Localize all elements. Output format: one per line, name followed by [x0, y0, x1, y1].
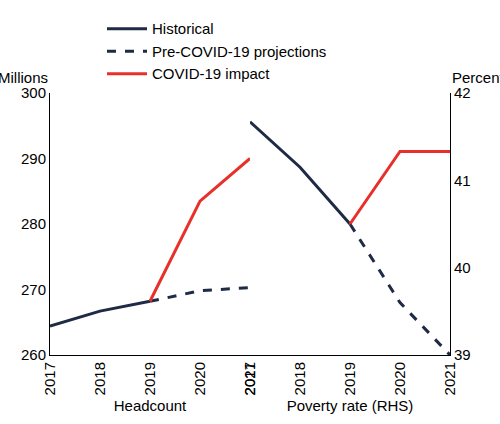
svg-text:2021: 2021 — [441, 362, 458, 395]
svg-text:270: 270 — [21, 281, 46, 298]
svg-text:39: 39 — [454, 346, 471, 363]
svg-text:280: 280 — [21, 215, 46, 232]
svg-text:Millions: Millions — [0, 69, 48, 86]
svg-text:300: 300 — [21, 84, 46, 101]
svg-text:Poverty rate (RHS): Poverty rate (RHS) — [287, 397, 414, 414]
svg-text:2018: 2018 — [291, 362, 308, 395]
svg-text:Percent: Percent — [452, 69, 500, 86]
svg-text:Pre-COVID-19 projections: Pre-COVID-19 projections — [152, 43, 326, 60]
svg-text:260: 260 — [21, 346, 46, 363]
svg-text:2017: 2017 — [241, 362, 258, 395]
svg-text:2020: 2020 — [391, 362, 408, 395]
svg-text:Historical: Historical — [152, 20, 214, 37]
svg-text:41: 41 — [454, 172, 471, 189]
svg-text:2018: 2018 — [91, 362, 108, 395]
svg-text:2019: 2019 — [341, 362, 358, 395]
svg-text:COVID-19 impact: COVID-19 impact — [152, 65, 270, 82]
svg-text:2017: 2017 — [41, 362, 58, 395]
svg-text:40: 40 — [454, 259, 471, 276]
svg-text:42: 42 — [454, 84, 471, 101]
svg-text:2019: 2019 — [141, 362, 158, 395]
svg-text:Headcount: Headcount — [114, 397, 187, 414]
svg-text:2021: 2021 — [241, 362, 258, 395]
svg-text:2020: 2020 — [191, 362, 208, 395]
svg-text:290: 290 — [21, 150, 46, 167]
